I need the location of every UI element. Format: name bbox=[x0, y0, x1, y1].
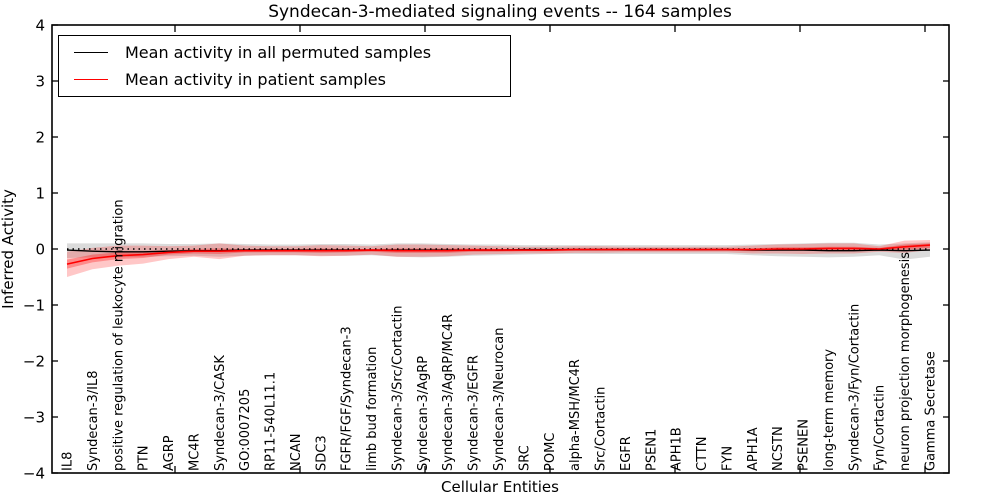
x-category-label: Syndecan-3/CASK bbox=[213, 355, 228, 471]
x-category-label: PTN bbox=[137, 445, 152, 471]
x-category-label: CTTN bbox=[695, 437, 710, 471]
x-category-label: MC4R bbox=[187, 433, 202, 471]
legend-line-patient-icon bbox=[74, 78, 108, 80]
x-category-label: PSENEN bbox=[797, 419, 812, 471]
x-category-label: Syndecan-3/EGFR bbox=[467, 355, 482, 471]
y-tick-label: 2 bbox=[35, 129, 45, 147]
x-category-label: AGRP bbox=[162, 435, 177, 471]
legend: Mean activity in all permuted samples Me… bbox=[58, 35, 511, 97]
y-tick-label: −1 bbox=[23, 297, 45, 315]
plot-border bbox=[51, 24, 950, 474]
x-category-label: Src/Cortactin bbox=[594, 387, 609, 471]
legend-label-patient: Mean activity in patient samples bbox=[125, 69, 386, 89]
y-tick-label: 1 bbox=[35, 185, 45, 203]
x-category-label: Fyn/Cortactin bbox=[873, 385, 888, 471]
x-category-label: SRC bbox=[517, 445, 532, 471]
x-category-label: PSEN1 bbox=[644, 429, 659, 471]
y-axis-title: Inferred Activity bbox=[0, 189, 17, 309]
x-category-label: positive regulation of leukocyte migrati… bbox=[111, 199, 126, 471]
x-category-label: Syndecan-3/AgRP/MC4R bbox=[441, 314, 456, 471]
x-category-label: limb bud formation bbox=[365, 347, 380, 471]
y-tick-label: −2 bbox=[23, 353, 45, 371]
x-category-label: NCAN bbox=[289, 434, 304, 471]
x-category-label: FYN bbox=[720, 446, 735, 471]
x-category-label: Syndecan-3/Fyn/Cortactin bbox=[847, 304, 862, 471]
x-category-label: Syndecan-3/IL8 bbox=[86, 371, 101, 471]
x-category-label: FGFR/FGF/Syndecan-3 bbox=[340, 326, 355, 471]
x-category-label: Syndecan-3/Neurocan bbox=[492, 328, 507, 471]
x-category-label: Gamma Secretase bbox=[924, 351, 939, 471]
x-category-label: IL8 bbox=[61, 452, 76, 471]
x-category-label: NCSTN bbox=[771, 426, 786, 471]
chart-title: Syndecan-3-mediated signaling events -- … bbox=[268, 2, 732, 22]
y-tick-label: 4 bbox=[35, 17, 45, 35]
x-category-label: EGFR bbox=[619, 436, 634, 471]
patient-mean-line bbox=[66, 244, 931, 265]
legend-line-permuted-icon bbox=[74, 52, 108, 54]
x-category-label: RP11-540L11.1 bbox=[264, 372, 279, 471]
y-tick-label: 0 bbox=[35, 241, 45, 259]
legend-entry-patient: Mean activity in patient samples bbox=[59, 70, 510, 89]
x-category-label: APH1A bbox=[746, 427, 761, 471]
x-category-label: POMC bbox=[543, 433, 558, 471]
x-category-label: long-term memory bbox=[822, 349, 837, 471]
x-category-label: GO:0007205 bbox=[238, 389, 253, 471]
x-category-label: SDC3 bbox=[314, 435, 329, 471]
x-category-label: alpha-MSH/MC4R bbox=[568, 359, 583, 471]
legend-entry-permuted: Mean activity in all permuted samples bbox=[59, 43, 510, 62]
legend-label-permuted: Mean activity in all permuted samples bbox=[125, 43, 432, 63]
x-category-label: neuron projection morphogenesis bbox=[898, 252, 913, 471]
y-tick-label: −4 bbox=[23, 465, 45, 483]
permuted-std-band bbox=[67, 242, 930, 260]
x-category-label: Syndecan-3/Src/Cortactin bbox=[391, 305, 406, 471]
x-axis-title: Cellular Entities bbox=[441, 478, 559, 496]
x-category-label: APH1B bbox=[670, 427, 685, 471]
y-tick-label: −3 bbox=[23, 409, 45, 427]
x-category-label: Syndecan-3/AgRP bbox=[416, 356, 431, 471]
y-tick-label: 3 bbox=[35, 73, 45, 91]
